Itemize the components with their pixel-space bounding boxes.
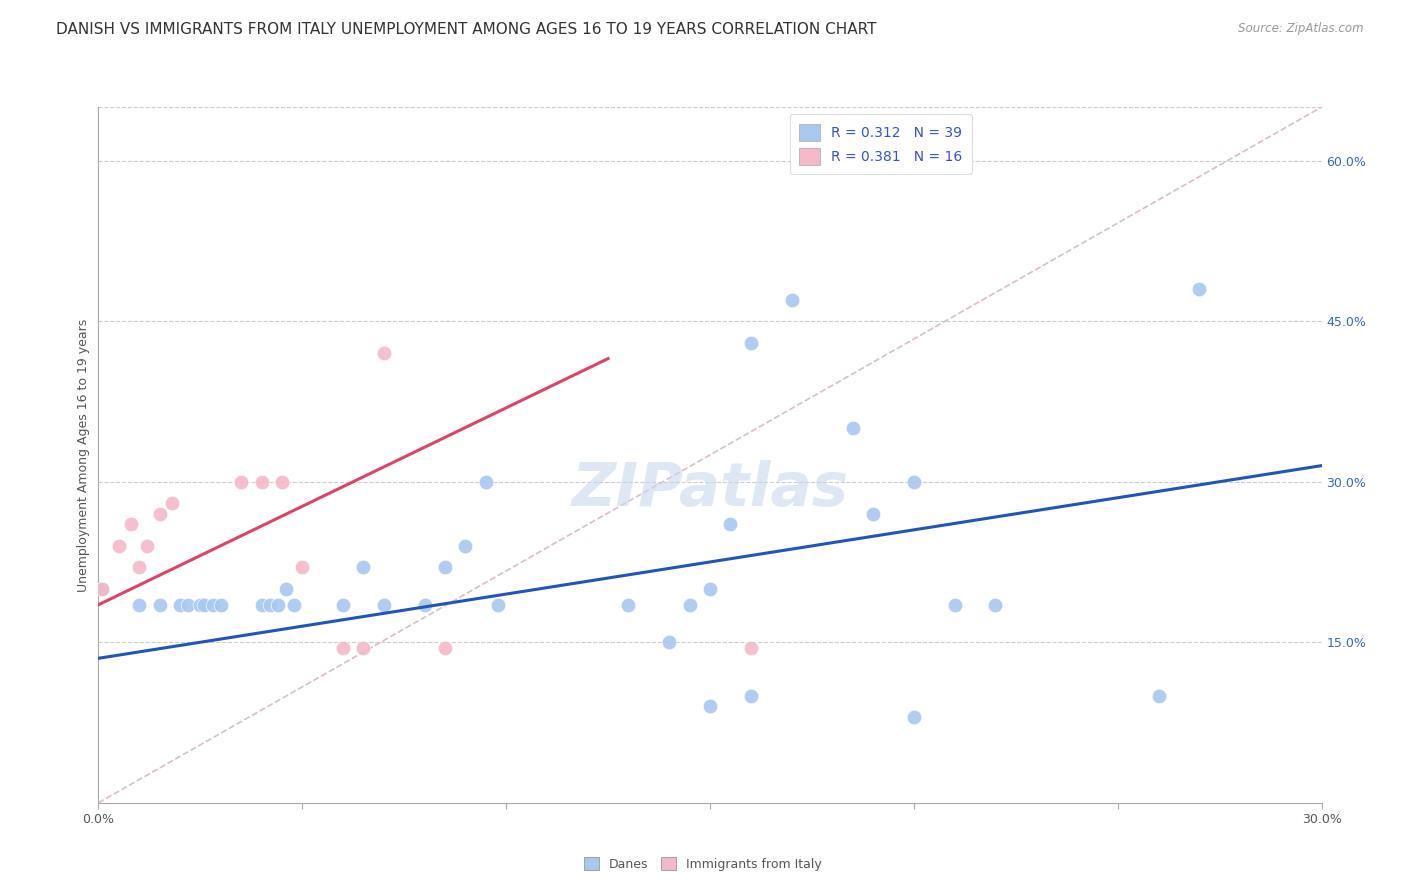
Point [149,598,172,612]
Point [136,539,159,553]
Point [373,598,395,612]
Point [740,640,762,655]
Point [91,582,114,596]
Point [984,598,1007,612]
Text: DANISH VS IMMIGRANTS FROM ITALY UNEMPLOYMENT AMONG AGES 16 TO 19 YEARS CORRELATI: DANISH VS IMMIGRANTS FROM ITALY UNEMPLOY… [56,22,877,37]
Point [231,475,253,489]
Point [108,539,131,553]
Point [188,598,212,612]
Point [679,598,702,612]
Point [617,598,640,612]
Point [413,598,436,612]
Legend: R = 0.312   N = 39, R = 0.381   N = 16: R = 0.312 N = 39, R = 0.381 N = 16 [790,114,972,174]
Point [740,335,762,350]
Point [169,598,191,612]
Point [720,517,742,532]
Point [903,475,925,489]
Point [740,689,762,703]
Point [486,598,509,612]
Point [434,560,457,574]
Point [160,496,183,510]
Point [250,598,273,612]
Point [332,598,354,612]
Point [91,582,114,596]
Text: ZIPatlas: ZIPatlas [571,460,849,519]
Point [434,640,457,655]
Point [862,507,884,521]
Point [474,475,498,489]
Point [1188,282,1211,296]
Point [373,346,395,360]
Point [332,640,354,655]
Point [658,635,681,649]
Point [120,517,142,532]
Point [699,582,721,596]
Point [149,507,172,521]
Legend: Danes, Immigrants from Italy: Danes, Immigrants from Italy [578,851,828,877]
Y-axis label: Unemployment Among Ages 16 to 19 years: Unemployment Among Ages 16 to 19 years [77,318,90,591]
Point [903,710,925,724]
Point [128,598,150,612]
Point [270,475,294,489]
Point [274,582,297,596]
Point [841,421,863,435]
Point [352,640,374,655]
Point [780,293,803,307]
Point [454,539,477,553]
Point [699,699,721,714]
Point [128,560,150,574]
Text: Source: ZipAtlas.com: Source: ZipAtlas.com [1239,22,1364,36]
Point [209,598,232,612]
Point [201,598,224,612]
Point [943,598,966,612]
Point [283,598,305,612]
Point [291,560,314,574]
Point [352,560,374,574]
Point [250,475,273,489]
Point [177,598,200,612]
Point [1147,689,1170,703]
Point [193,598,215,612]
Point [259,598,281,612]
Point [267,598,290,612]
